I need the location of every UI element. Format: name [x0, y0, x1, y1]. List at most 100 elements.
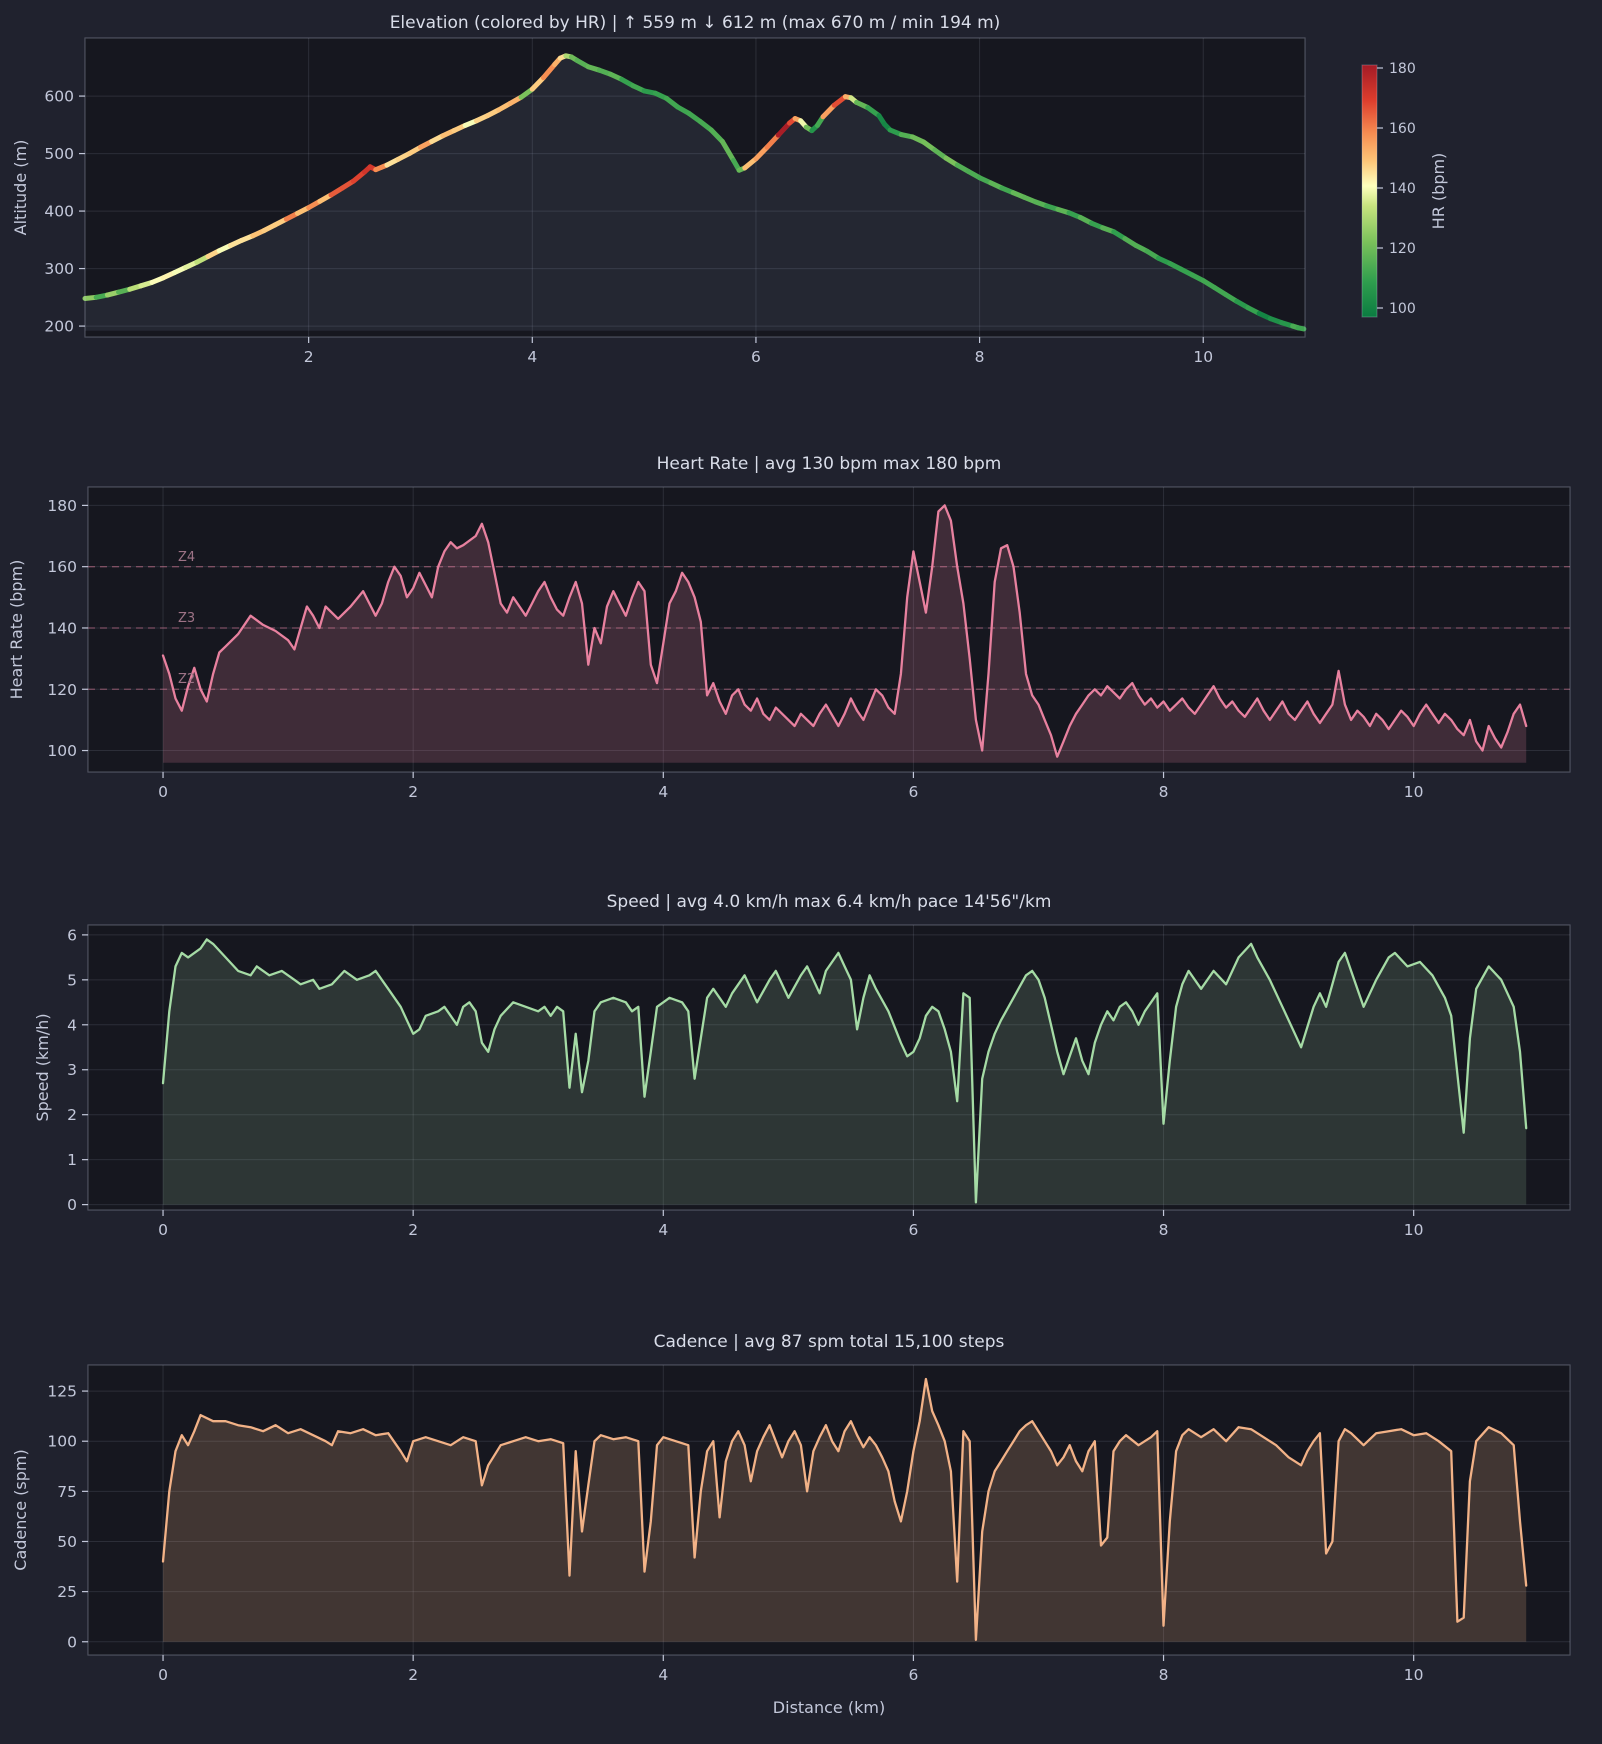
tick-marks [82, 1390, 1415, 1661]
x-tick-label: 10 [1404, 1666, 1424, 1684]
x-tick-label: 10 [1404, 783, 1424, 801]
colorbar-tick-label: 140 [1389, 181, 1416, 197]
y-tick-label: 100 [47, 742, 77, 760]
tick-labels: 0 2 4 6 8 10 0 1 2 3 4 5 6 [67, 926, 1423, 1239]
axes-spines [87, 486, 1571, 773]
elevation-chart-title: Elevation (colored by HR) | ↑ 559 m ↓ 61… [390, 13, 1001, 33]
axes-background [88, 925, 1570, 1210]
y-tick-label: 400 [44, 203, 74, 221]
heart-rate-chart: 0 2 4 6 8 10 100 120 140 160 180 Heart Rate | avg … [7, 454, 1571, 801]
series-line [161, 1377, 1528, 1641]
elevation-segment [708, 127, 725, 144]
speed-chart-title: Speed | avg 4.0 km/h max 6.4 km/h pace 1… [607, 892, 1052, 912]
elevation-segment [775, 120, 792, 138]
x-tick-label: 0 [158, 1221, 168, 1239]
x-tick-label: 8 [1159, 1666, 1169, 1684]
elevation-segment [1295, 325, 1307, 332]
tick-labels: 0 2 4 6 8 10 100 120 140 160 180 [47, 497, 1423, 801]
x-tick-label: 8 [1159, 1221, 1169, 1239]
y-tick-label: 120 [47, 681, 77, 699]
grid-lines [85, 38, 1305, 337]
elevation-plot: 2 4 6 8 10 200 300 400 500 600 [44, 37, 1307, 366]
heart-rate-plot: 0 2 4 6 8 10 100 120 140 160 180 [47, 486, 1571, 801]
zone-z4-label: Z4 [178, 550, 195, 565]
y-tick-label: 25 [57, 1583, 77, 1601]
colorbar-tick-label: 100 [1389, 301, 1416, 317]
x-tick-label: 4 [658, 783, 668, 801]
y-tick-label: 600 [44, 88, 74, 106]
x-tick-label: 4 [658, 1221, 668, 1239]
elevation-segment [719, 139, 737, 163]
y-tick-label: 4 [67, 1016, 77, 1034]
cadence-ylabel: Cadence (spm) [11, 1449, 30, 1570]
tick-labels: 2 4 6 8 10 200 300 400 500 600 [44, 88, 1213, 366]
speed-plot: 0 2 4 6 8 10 0 1 2 3 4 5 6 [67, 924, 1571, 1239]
y-tick-label: 160 [47, 558, 77, 576]
x-tick-label: 8 [1159, 783, 1169, 801]
elevation-segment [764, 132, 781, 150]
axes-background [88, 487, 1570, 772]
y-tick-label: 0 [67, 1196, 77, 1214]
heart-rate-ylabel: Heart Rate (bpm) [7, 560, 26, 700]
colorbar-tick-label: 120 [1389, 241, 1416, 257]
area-fill [163, 939, 1527, 1205]
colorbar-tick-label: 160 [1389, 121, 1416, 137]
elevation-ylabel: Altitude (m) [11, 140, 30, 236]
hr-colorbar-label: HR (bpm) [1429, 153, 1448, 230]
y-tick-label: 180 [47, 497, 77, 515]
axes-spines [84, 37, 1306, 338]
zone-z3-label: Z3 [178, 611, 195, 626]
x-tick-label: 6 [908, 1666, 918, 1684]
x-tick-label: 6 [908, 1221, 918, 1239]
x-tick-label: 4 [658, 1666, 668, 1684]
axes-spines [87, 924, 1571, 1211]
tick-marks [82, 934, 1415, 1216]
y-tick-label: 500 [44, 145, 74, 163]
elevation-segment [753, 144, 770, 162]
y-tick-label: 5 [67, 971, 77, 989]
series-line [161, 938, 1528, 1204]
y-tick-label: 140 [47, 619, 77, 637]
elevation-segment [529, 75, 546, 92]
distance-xlabel: Distance (km) [773, 1698, 885, 1717]
y-tick-label: 50 [57, 1533, 77, 1551]
x-tick-label: 2 [408, 1666, 418, 1684]
x-tick-label: 10 [1404, 1221, 1424, 1239]
x-tick-label: 2 [408, 783, 418, 801]
y-tick-label: 2 [67, 1106, 77, 1124]
axes-spines [87, 1364, 1571, 1656]
hr-colorbar: 100 120 140 160 180 [1361, 61, 1416, 318]
hr-zone-lines [88, 566, 1570, 690]
series-line [161, 504, 1528, 758]
y-tick-label: 200 [44, 318, 74, 336]
colored-elevation-trace [82, 53, 1307, 332]
area-fill [85, 55, 1304, 331]
zone-z2-label: Z2 [178, 672, 195, 687]
tick-marks [82, 504, 1415, 778]
x-tick-label: 2 [304, 348, 314, 366]
speed-chart: 0 2 4 6 8 10 0 1 2 3 4 5 6 Speed | avg 4.0 km/h max … [33, 892, 1571, 1239]
x-tick-label: 10 [1193, 348, 1213, 366]
x-tick-label: 0 [158, 1666, 168, 1684]
x-tick-label: 8 [975, 348, 985, 366]
elevation-segment [820, 102, 837, 120]
grid-lines [88, 487, 1570, 772]
y-tick-label: 75 [57, 1483, 77, 1501]
x-tick-label: 4 [527, 348, 537, 366]
x-tick-label: 0 [158, 783, 168, 801]
colorbar-bar [1361, 64, 1378, 318]
x-tick-label: 6 [751, 348, 761, 366]
elevation-chart: 2 4 6 8 10 200 300 400 500 600 Elevation (colored… [11, 13, 1448, 366]
area-fill [163, 505, 1527, 763]
y-tick-label: 1 [67, 1151, 77, 1169]
tick-marks [79, 95, 1204, 343]
y-tick-label: 3 [67, 1061, 77, 1079]
speed-ylabel: Speed (km/h) [33, 1013, 52, 1121]
colorbar-tick-label: 180 [1389, 61, 1416, 77]
y-tick-label: 0 [67, 1633, 77, 1651]
